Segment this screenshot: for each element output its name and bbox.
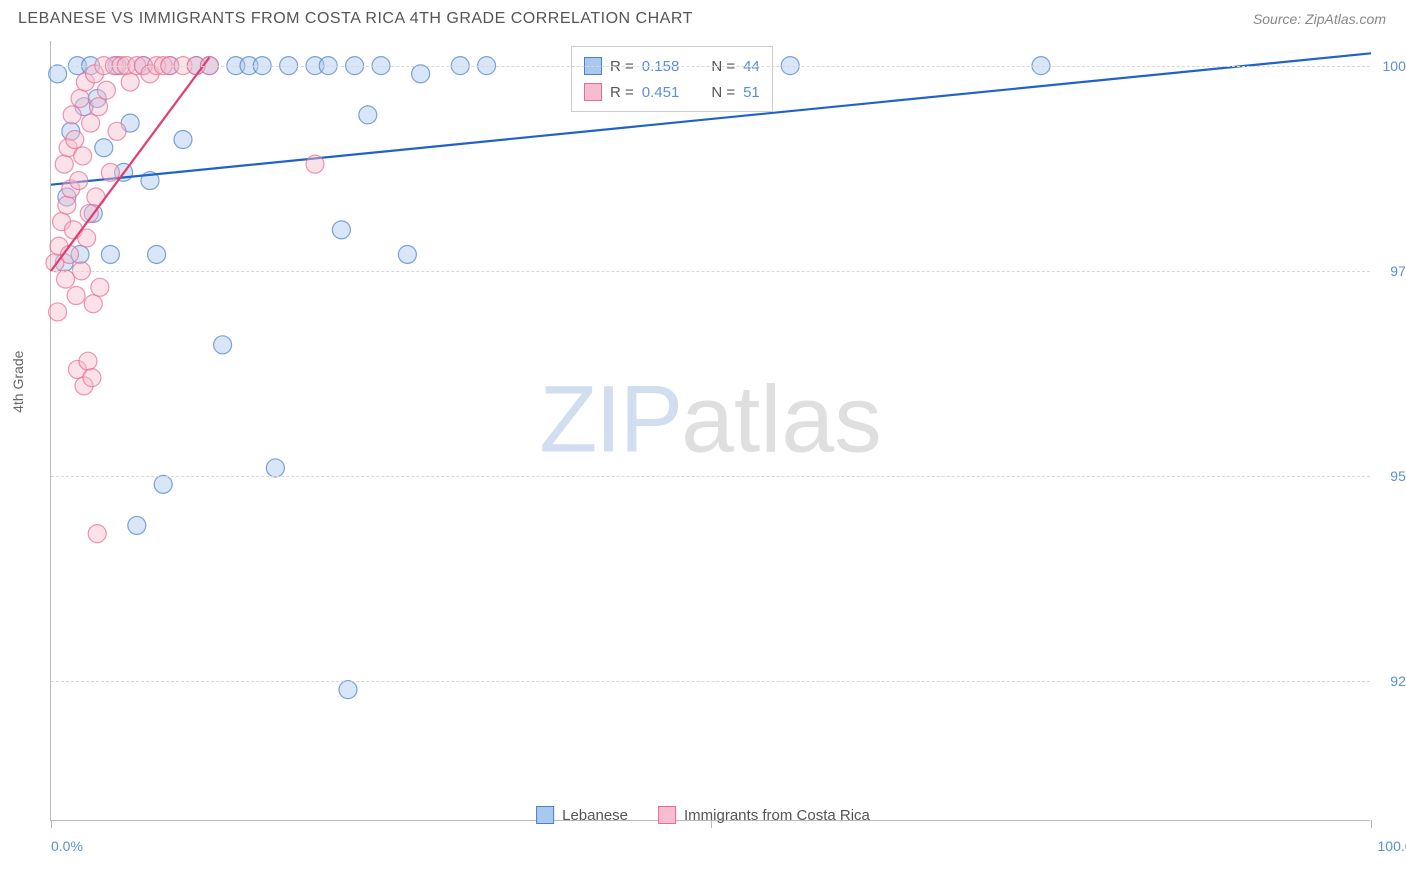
r-label: R = <box>610 84 634 101</box>
data-point <box>55 155 73 173</box>
legend-swatch <box>658 806 676 824</box>
data-point <box>121 73 139 91</box>
title-bar: LEBANESE VS IMMIGRANTS FROM COSTA RICA 4… <box>0 0 1406 36</box>
r-value: 0.451 <box>642 84 680 101</box>
y-tick-label: 92.5% <box>1390 673 1406 689</box>
data-point <box>74 147 92 165</box>
legend-label: Immigrants from Costa Rica <box>684 807 870 824</box>
y-axis-label: 4th Grade <box>10 351 26 413</box>
grid-line <box>51 681 1370 682</box>
chart-title: LEBANESE VS IMMIGRANTS FROM COSTA RICA 4… <box>18 10 693 28</box>
series-legend: Lebanese Immigrants from Costa Rica <box>536 806 870 824</box>
source-attribution: Source: ZipAtlas.com <box>1253 11 1386 27</box>
data-point <box>101 245 119 263</box>
data-point <box>154 475 172 493</box>
data-point <box>108 122 126 140</box>
data-point <box>70 172 88 190</box>
x-tick <box>51 820 52 828</box>
x-tick-label: 0.0% <box>51 838 83 854</box>
data-point <box>398 245 416 263</box>
data-point <box>49 65 67 83</box>
data-point <box>57 270 75 288</box>
data-point <box>412 65 430 83</box>
data-point <box>82 114 100 132</box>
data-point <box>332 221 350 239</box>
legend-label: Lebanese <box>562 807 628 824</box>
data-point <box>63 106 81 124</box>
grid-line <box>51 66 1370 67</box>
x-tick <box>1371 820 1372 828</box>
y-tick-label: 97.5% <box>1390 263 1406 279</box>
data-point <box>97 81 115 99</box>
y-tick-label: 100.0% <box>1383 58 1406 74</box>
scatter-plot-svg <box>51 41 1370 820</box>
x-tick-label: 100.0% <box>1378 838 1406 854</box>
grid-line <box>51 271 1370 272</box>
data-point <box>214 336 232 354</box>
data-point <box>67 287 85 305</box>
data-point <box>88 525 106 543</box>
data-point <box>84 295 102 313</box>
stats-legend-row: R = 0.451 N = 51 <box>584 79 760 105</box>
data-point <box>58 196 76 214</box>
data-point <box>359 106 377 124</box>
legend-item: Lebanese <box>536 806 628 824</box>
data-point <box>174 131 192 149</box>
data-point <box>49 303 67 321</box>
data-point <box>101 163 119 181</box>
chart-container: 4th Grade ZIPatlas R =0.158N = 44R =0.45… <box>0 36 1406 836</box>
data-point <box>339 681 357 699</box>
data-point <box>306 155 324 173</box>
data-point <box>83 369 101 387</box>
legend-swatch <box>584 83 602 101</box>
legend-item: Immigrants from Costa Rica <box>658 806 870 824</box>
data-point <box>128 516 146 534</box>
data-point <box>71 89 89 107</box>
legend-swatch <box>536 806 554 824</box>
data-point <box>95 139 113 157</box>
data-point <box>148 245 166 263</box>
data-point <box>66 131 84 149</box>
data-point <box>91 278 109 296</box>
n-label: N = <box>711 84 735 101</box>
n-value: 51 <box>743 84 760 101</box>
data-point <box>79 352 97 370</box>
plot-area: ZIPatlas R =0.158N = 44R =0.451N = 51 92… <box>50 41 1370 821</box>
grid-line <box>51 476 1370 477</box>
y-tick-label: 95.0% <box>1390 468 1406 484</box>
data-point <box>266 459 284 477</box>
stats-legend-box: R =0.158N = 44R =0.451N = 51 <box>571 46 773 112</box>
data-point <box>90 98 108 116</box>
